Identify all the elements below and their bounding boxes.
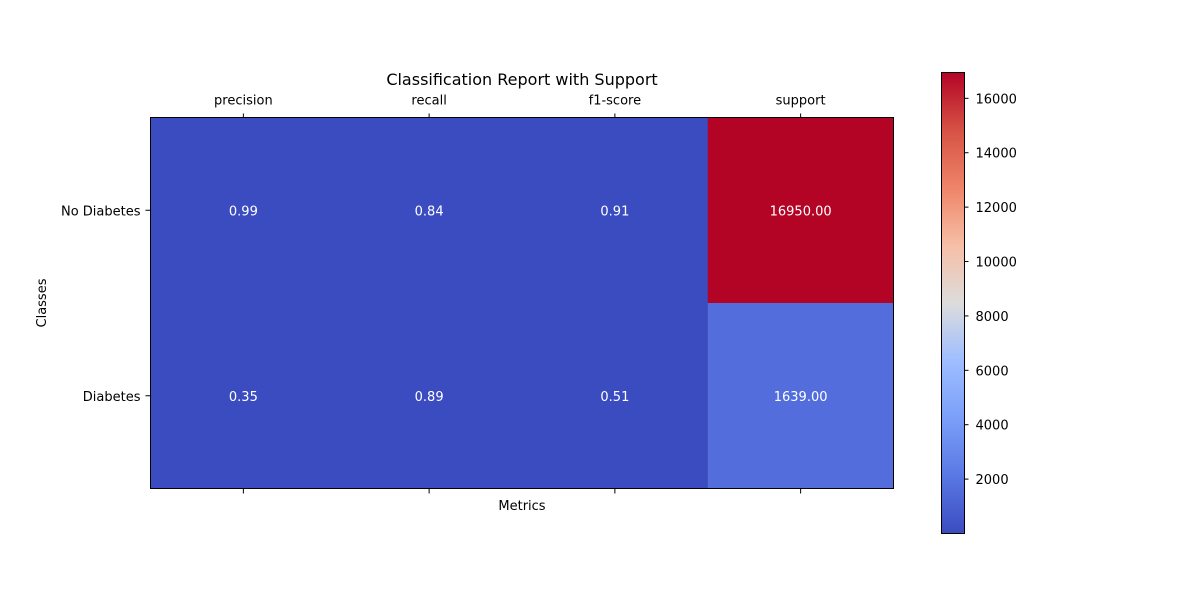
- heatmap-cell: [707, 117, 894, 304]
- x-axis-label: Metrics: [498, 499, 545, 514]
- x-tick-label: f1-score: [589, 94, 641, 109]
- heatmap-cell: [522, 303, 709, 489]
- heatmap-cell: [707, 303, 894, 489]
- colorbar-tick-label: 14000: [976, 147, 1017, 162]
- heatmap-cell: [150, 117, 337, 304]
- x-tick-group: precision recall f1-score support: [214, 94, 826, 494]
- colorbar-tick-label: 2000: [976, 473, 1009, 488]
- colorbar-tick-label: 8000: [976, 310, 1009, 325]
- y-tick-label: Diabetes: [83, 390, 141, 405]
- cell-value-label: 0.89: [415, 390, 444, 405]
- x-tick-label: precision: [214, 94, 273, 109]
- cell-value-label: 0.35: [229, 390, 258, 405]
- colorbar-tick-label: 16000: [976, 92, 1017, 107]
- chart-title: Classification Report with Support: [386, 70, 657, 89]
- heatmap-cell-labels: 0.99 0.84 0.91 16950.00 0.35 0.89 0.51 1639.00: [229, 204, 832, 405]
- colorbar-tick-label: 12000: [976, 201, 1017, 216]
- x-tick-label: recall: [411, 94, 446, 109]
- cell-value-label: 0.91: [600, 204, 629, 219]
- colorbar: [941, 72, 965, 534]
- y-tick-label: No Diabetes: [61, 204, 141, 219]
- heatmap-cell: [336, 117, 523, 304]
- y-tick-group: No Diabetes Diabetes: [61, 204, 151, 405]
- cell-value-label: 0.51: [600, 390, 629, 405]
- cell-value-label: 1639.00: [774, 390, 828, 405]
- cell-value-label: 0.99: [229, 204, 258, 219]
- heatmap-cell: [336, 303, 523, 489]
- cell-value-label: 16950.00: [770, 204, 832, 219]
- colorbar-tick-label: 10000: [976, 256, 1017, 271]
- y-axis-label: Classes: [35, 278, 50, 327]
- colorbar-tick-label: 6000: [976, 364, 1009, 379]
- plot-frame: [150, 117, 894, 489]
- x-tick-label: support: [776, 94, 826, 109]
- heatmap-cells: [150, 117, 894, 489]
- cell-value-label: 0.84: [415, 204, 444, 219]
- heatmap-cell: [150, 303, 337, 489]
- colorbar-tick-label: 4000: [976, 419, 1009, 434]
- colorbar-tick-group: 2000 4000 6000 8000 10000 12000 14000 16000: [964, 92, 1017, 488]
- heatmap-cell: [522, 117, 709, 304]
